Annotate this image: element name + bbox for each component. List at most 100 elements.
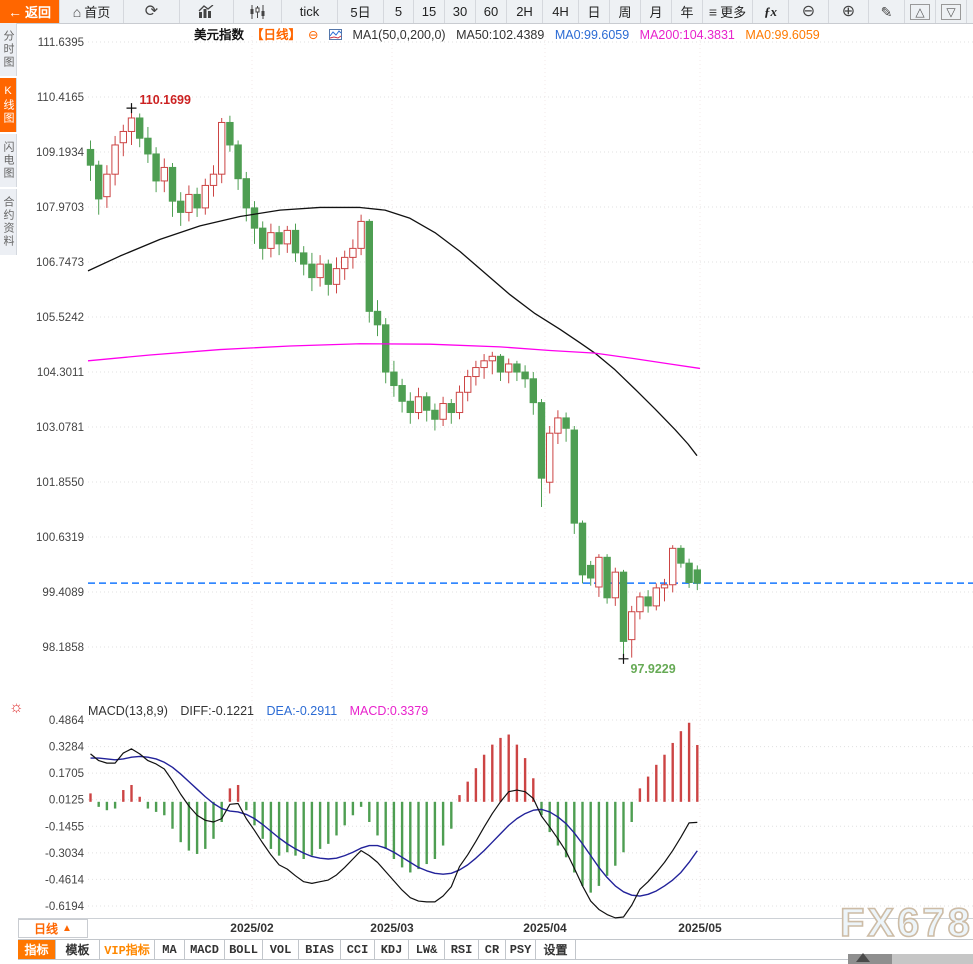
svg-text:99.4089: 99.4089 — [42, 587, 84, 599]
interval-5d[interactable]: 5日 — [338, 0, 384, 23]
svg-text:100.6319: 100.6319 — [36, 532, 84, 544]
tab-RSI[interactable]: RSI — [445, 940, 479, 959]
sidebar-item-time-chart[interactable]: 分时图 — [0, 23, 17, 76]
svg-text:2025/04: 2025/04 — [523, 921, 567, 935]
tab-CR[interactable]: CR — [479, 940, 506, 959]
indicator-tabbar: 指标 模板 VIP指标 MA MACD BOLL VOL BIAS CCI KDJ LW& RSI CR… — [18, 939, 973, 960]
scroll-down-button[interactable]: ▽ — [936, 0, 967, 23]
symbol-name: 美元指数 — [194, 28, 245, 42]
svg-text:109.1934: 109.1934 — [36, 147, 85, 159]
svg-text:110.4165: 110.4165 — [37, 92, 84, 104]
fx678-watermark: FX678 — [839, 900, 973, 946]
tab-VOL[interactable]: VOL — [263, 940, 299, 959]
macd-header: MACD(13,8,9) DIFF:-0.1221 DEA:-0.2911 MA… — [88, 704, 437, 718]
horizontal-scrollbar[interactable] — [848, 953, 973, 964]
tab-LW&[interactable]: LW& — [409, 940, 445, 959]
ma200-value: MA200:104.3831 — [639, 28, 735, 42]
bar-chart-button[interactable] — [180, 0, 234, 23]
indicator-settings-icon[interactable]: ☼ — [9, 699, 24, 716]
svg-text:105.5242: 105.5242 — [36, 312, 84, 324]
macd-macd-value: MACD:0.3379 — [349, 704, 429, 718]
toolbar: ← 返回 ⌂ 首页 ⟳ tick 5日 5 15 30 60 2H 4H 日周月年 ≡ 更多 ƒx ⊖ ⊕ ✎ △ ▽ — [0, 0, 973, 24]
tab-BIAS[interactable]: BIAS — [299, 940, 341, 959]
scrollbar-arrow-icon — [856, 953, 870, 962]
tab-模板[interactable]: 模板 — [56, 940, 100, 959]
macd-diff-value: DIFF:-0.1221 — [180, 704, 255, 718]
svg-text:2025/03: 2025/03 — [370, 921, 414, 935]
indicator-fx-button[interactable]: ƒx — [753, 0, 789, 23]
period-selector[interactable]: 日线 ▲ — [18, 919, 88, 938]
candle-chart-button[interactable] — [234, 0, 282, 23]
svg-text:106.7473: 106.7473 — [36, 257, 84, 269]
svg-text:103.0781: 103.0781 — [36, 422, 84, 434]
tab-BOLL[interactable]: BOLL — [225, 940, 263, 959]
svg-text:2025/02: 2025/02 — [230, 921, 274, 935]
diff-line — [90, 748, 698, 919]
interval-60m[interactable]: 60 — [476, 0, 507, 23]
chart-type-sidebar: 分时图 K线图闪电图合约资料 — [0, 23, 18, 257]
macd-dea-value: DEA:-0.2911 — [266, 704, 338, 718]
tab-CCI[interactable]: CCI — [341, 940, 375, 959]
svg-text:0.4864: 0.4864 — [49, 715, 85, 727]
ma200-line — [87, 343, 701, 370]
back-button[interactable]: ← 返回 — [0, 0, 60, 23]
period-expand-icon: ▲ — [62, 923, 72, 934]
svg-text:-0.4614: -0.4614 — [45, 874, 85, 886]
interval-4h[interactable]: 4H — [543, 0, 579, 23]
svg-text:107.9703: 107.9703 — [36, 202, 84, 214]
svg-text:-0.3034: -0.3034 — [45, 848, 85, 860]
high-price-label: 110.1699 — [140, 93, 191, 107]
ma0-orange-value: MA0:99.6059 — [745, 28, 820, 42]
sidebar-item-lightning-chart[interactable]: 闪电图 — [0, 134, 17, 187]
scroll-up-button[interactable]: △ — [905, 0, 936, 23]
refresh-button[interactable]: ⟳ — [124, 0, 180, 23]
tab-VIP指标[interactable]: VIP指标 — [100, 940, 155, 959]
tab-PSY[interactable]: PSY — [506, 940, 536, 959]
tab-MACD[interactable]: MACD — [185, 940, 225, 959]
tab-MA[interactable]: MA — [155, 940, 185, 959]
interval-year[interactable]: 年 — [672, 0, 703, 23]
tab-指标[interactable]: 指标 — [18, 940, 56, 959]
sidebar-item-contract-info[interactable]: 合约资料 — [0, 189, 17, 255]
macd-formula: MACD(13,8,9) — [88, 704, 168, 718]
interval-2h[interactable]: 2H — [507, 0, 543, 23]
interval-30m[interactable]: 30 — [445, 0, 476, 23]
ma50-value: MA50:102.4389 — [456, 28, 545, 42]
draw-button[interactable]: ✎ — [869, 0, 905, 23]
period-label: 日线 — [34, 922, 59, 936]
svg-text:0.1705: 0.1705 — [49, 768, 84, 780]
svg-text:0.3284: 0.3284 — [49, 742, 85, 754]
more-button[interactable]: ≡ 更多 — [703, 0, 753, 23]
interval-day[interactable]: 日 — [579, 0, 610, 23]
svg-text:111.6395: 111.6395 — [38, 37, 84, 49]
interval-week[interactable]: 周 — [610, 0, 641, 23]
scrollbar-thumb[interactable] — [848, 954, 892, 964]
svg-text:0.0125: 0.0125 — [49, 795, 84, 807]
collapse-indicator-icon[interactable]: ⊖ — [308, 28, 319, 42]
chart-header: 美元指数 【日线】 ⊖ MA1(50,0,200,0) MA50:102.4389 … — [194, 24, 827, 43]
zoom-in-button[interactable]: ⊕ — [829, 0, 869, 23]
svg-text:-0.1455: -0.1455 — [45, 821, 84, 833]
macd-histogram — [89, 722, 699, 893]
interval-5m[interactable]: 5 — [384, 0, 414, 23]
tab-KDJ[interactable]: KDJ — [375, 940, 409, 959]
tab-设置[interactable]: 设置 — [536, 940, 576, 959]
home-button[interactable]: ⌂ 首页 — [60, 0, 124, 23]
ma0-blue-value: MA0:99.6059 — [554, 28, 630, 42]
svg-text:-0.6194: -0.6194 — [45, 901, 85, 913]
zoom-out-button[interactable]: ⊖ — [789, 0, 829, 23]
interval-15m[interactable]: 15 — [414, 0, 445, 23]
ma50-line — [87, 206, 698, 457]
interval-tick[interactable]: tick — [282, 0, 338, 23]
mini-chart-icon[interactable] — [329, 28, 342, 42]
interval-month[interactable]: 月 — [641, 0, 672, 23]
dea-line — [90, 755, 698, 897]
period-tag: 【日线】 — [251, 28, 302, 42]
candles — [86, 108, 701, 659]
ma-formula: MA1(50,0,200,0) — [352, 28, 446, 42]
svg-text:104.3011: 104.3011 — [37, 367, 84, 379]
svg-text:101.8550: 101.8550 — [36, 477, 84, 489]
sidebar-item-kline-chart[interactable]: K线图 — [0, 78, 17, 132]
